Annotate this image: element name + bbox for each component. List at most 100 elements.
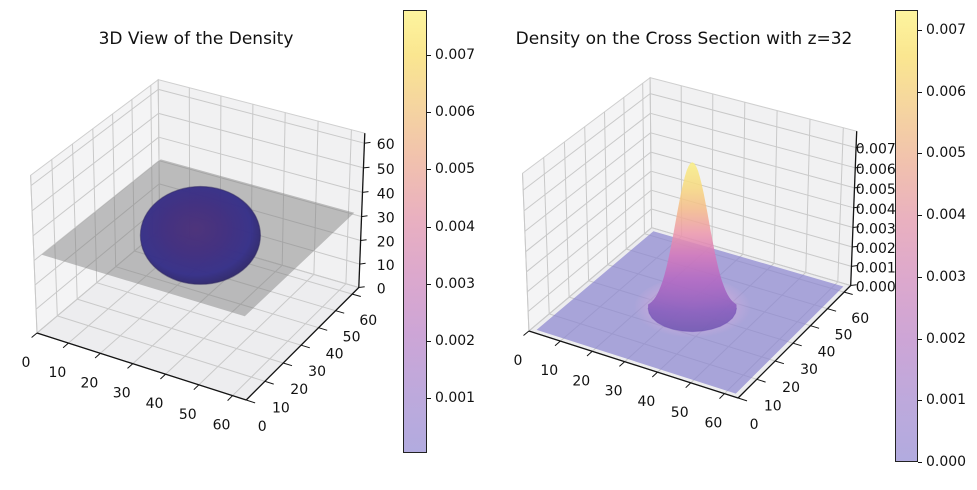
y-tick bbox=[774, 360, 785, 365]
x-tick-label: 30 bbox=[113, 386, 131, 402]
grid-line bbox=[32, 136, 160, 237]
z-tick-label: 0.002 bbox=[856, 241, 896, 257]
x-tick bbox=[31, 332, 38, 338]
grid-line bbox=[526, 189, 652, 293]
y-tick bbox=[792, 342, 802, 347]
z-tick bbox=[360, 239, 367, 241]
grid-line bbox=[77, 298, 284, 364]
grid-line bbox=[522, 173, 530, 332]
y-tick bbox=[300, 344, 310, 349]
y-tick-label: 60 bbox=[851, 311, 869, 327]
grid-line bbox=[96, 282, 302, 346]
x-tick-label: 50 bbox=[179, 407, 197, 423]
z-tick-label: 0.006 bbox=[856, 162, 896, 178]
y-tick bbox=[352, 293, 361, 297]
z-axis-line bbox=[358, 133, 366, 288]
x-tick-label: 60 bbox=[704, 416, 722, 432]
grid-line bbox=[30, 89, 159, 186]
grid-line bbox=[158, 112, 364, 169]
colorbar-tick-label: 0.006 bbox=[926, 83, 967, 100]
z-tick bbox=[850, 284, 857, 286]
x-axis-line bbox=[36, 332, 247, 401]
z-tick-label: 20 bbox=[377, 235, 395, 251]
y-tick-label: 60 bbox=[359, 313, 377, 329]
y-tick bbox=[827, 308, 837, 312]
grid-line bbox=[524, 132, 651, 232]
colorbar-tick bbox=[918, 30, 922, 31]
z-tick bbox=[361, 215, 368, 218]
colorbar-tick bbox=[427, 283, 431, 285]
grid-line bbox=[31, 113, 159, 212]
grid-line bbox=[33, 160, 160, 261]
y-tick-label: 50 bbox=[835, 328, 853, 344]
grid-line bbox=[112, 113, 117, 267]
y-tick-label: 20 bbox=[782, 380, 800, 396]
grid-line bbox=[57, 315, 266, 382]
grid-line bbox=[35, 206, 160, 310]
colorbar-tick-label: 0.006 bbox=[435, 104, 476, 121]
x-tick bbox=[62, 342, 69, 349]
x-tick-label: 30 bbox=[605, 384, 623, 400]
grid-line bbox=[281, 112, 286, 266]
density-ball bbox=[139, 185, 261, 285]
grid-line bbox=[51, 159, 58, 316]
grid-line bbox=[525, 151, 652, 253]
y-tick-label: 0 bbox=[258, 419, 267, 435]
grid-line bbox=[92, 128, 98, 283]
grid-line bbox=[650, 151, 854, 209]
x-tick bbox=[160, 373, 166, 380]
colorbar-tick bbox=[427, 398, 431, 399]
colorbar-tick bbox=[918, 153, 922, 155]
colorbar-tick bbox=[918, 91, 922, 93]
grid-line bbox=[527, 208, 652, 312]
z-tick-label: 30 bbox=[377, 211, 395, 227]
z-tick bbox=[362, 191, 369, 193]
x-tick-label: 40 bbox=[637, 394, 655, 410]
colorbar-tick-label: 0.002 bbox=[435, 332, 476, 349]
z-tick-label: 0.004 bbox=[856, 202, 896, 218]
colorbar-tick bbox=[427, 169, 431, 171]
grid-line bbox=[158, 160, 362, 218]
colorbar-tick bbox=[918, 400, 922, 402]
colorbar-tick bbox=[427, 340, 431, 342]
colorbar-tick-label: 0.004 bbox=[435, 218, 476, 235]
grid-line bbox=[158, 88, 365, 144]
y-tick bbox=[335, 310, 345, 314]
colorbar-gradient bbox=[895, 10, 918, 462]
x-tick bbox=[685, 382, 692, 389]
colorbar-tick-label: 0.007 bbox=[435, 47, 476, 63]
grid-line bbox=[30, 175, 38, 334]
z-tick bbox=[852, 245, 859, 248]
x-tick bbox=[719, 393, 725, 399]
right-plot-title: Density on the Cross Section with z=32 bbox=[515, 29, 853, 49]
y-tick-label: 10 bbox=[764, 398, 782, 414]
grid-line bbox=[34, 183, 160, 286]
x-tick bbox=[227, 395, 233, 401]
colorbar-tick bbox=[918, 338, 922, 340]
x-tick bbox=[554, 340, 561, 347]
x-tick bbox=[586, 350, 593, 357]
colorbar-tick bbox=[427, 226, 431, 228]
colorbar-tick bbox=[427, 55, 431, 56]
x-tick-label: 40 bbox=[146, 396, 164, 412]
peak-base-edge bbox=[647, 307, 737, 333]
y-tick bbox=[283, 362, 293, 367]
y-tick-label: 30 bbox=[800, 362, 818, 378]
colorbar-tick-label: 0.005 bbox=[435, 161, 476, 178]
z-tick-label: 40 bbox=[377, 186, 395, 202]
z-tick bbox=[853, 206, 860, 209]
colorbar-tick-label: 0.001 bbox=[435, 390, 476, 406]
colorbar-tick-label: 0.002 bbox=[926, 330, 967, 347]
colorbar-tick-label: 0.003 bbox=[926, 268, 967, 285]
y-tick-label: 0 bbox=[750, 417, 759, 433]
x-tick-label: 20 bbox=[572, 373, 590, 389]
z-tick bbox=[856, 146, 863, 149]
y-tick-label: 20 bbox=[290, 382, 308, 398]
x-tick bbox=[619, 361, 625, 367]
grid-line bbox=[805, 119, 811, 273]
colorbar-tick bbox=[427, 112, 431, 114]
right-colorbar: 0.000 0.001 0.002 0.003 0.004 0.005 0.006 0.007 bbox=[895, 10, 970, 470]
